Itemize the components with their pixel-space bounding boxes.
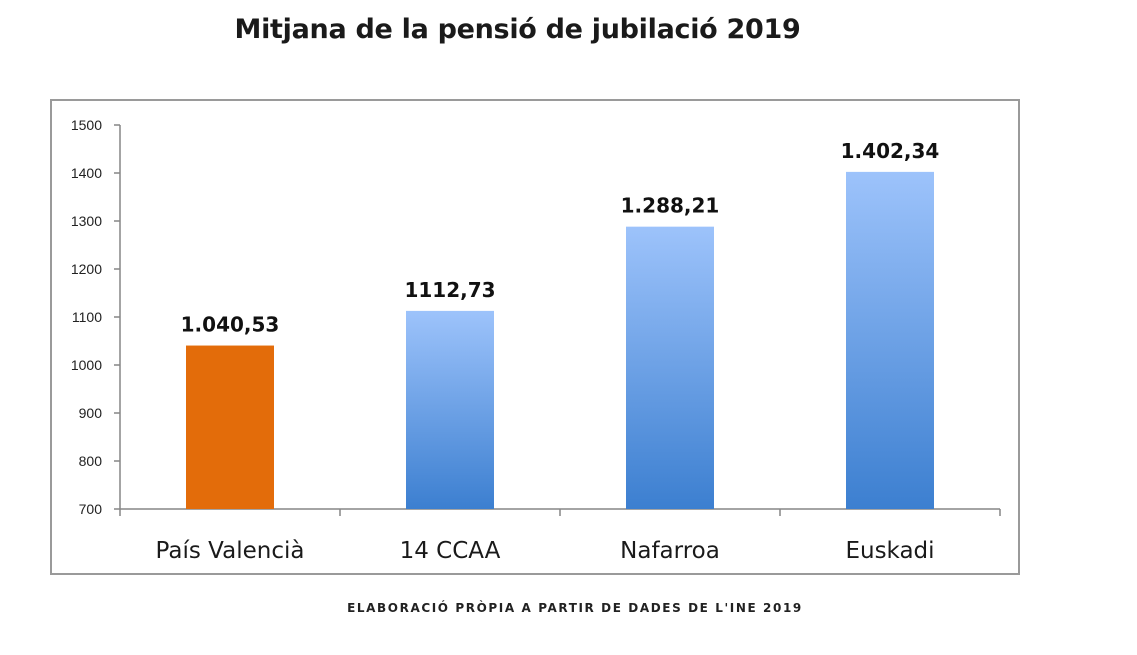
bar-pa-s-valenci- [186, 345, 274, 509]
y-tick-label: 1500 [71, 117, 102, 133]
category-label: País Valencià [156, 538, 305, 564]
y-tick-label: 1100 [72, 309, 102, 325]
data-label: 1.040,53 [181, 313, 280, 337]
data-label: 1112,73 [404, 278, 495, 302]
category-label: 14 CCAA [400, 538, 501, 564]
y-tick-label: 1300 [71, 213, 102, 229]
y-tick-label: 800 [79, 453, 103, 469]
category-label: Euskadi [845, 538, 934, 564]
bar-nafarroa [626, 226, 714, 510]
y-tick-label: 900 [79, 405, 103, 421]
category-label: Nafarroa [620, 538, 720, 564]
y-tick-label: 1400 [71, 165, 102, 181]
chart-title: Mitjana de la pensió de jubilació 2019 [234, 14, 801, 45]
bar-euskadi [846, 171, 934, 509]
source-caption: ELABORACIÓ PRÒPIA A PARTIR DE DADES DE L… [347, 601, 803, 615]
y-tick-label: 700 [79, 501, 103, 517]
y-tick-label: 1200 [71, 261, 102, 277]
bar-14-ccaa [406, 310, 494, 509]
data-label: 1.288,21 [621, 194, 720, 218]
data-label: 1.402,34 [841, 139, 940, 163]
y-tick-label: 1000 [71, 357, 102, 373]
